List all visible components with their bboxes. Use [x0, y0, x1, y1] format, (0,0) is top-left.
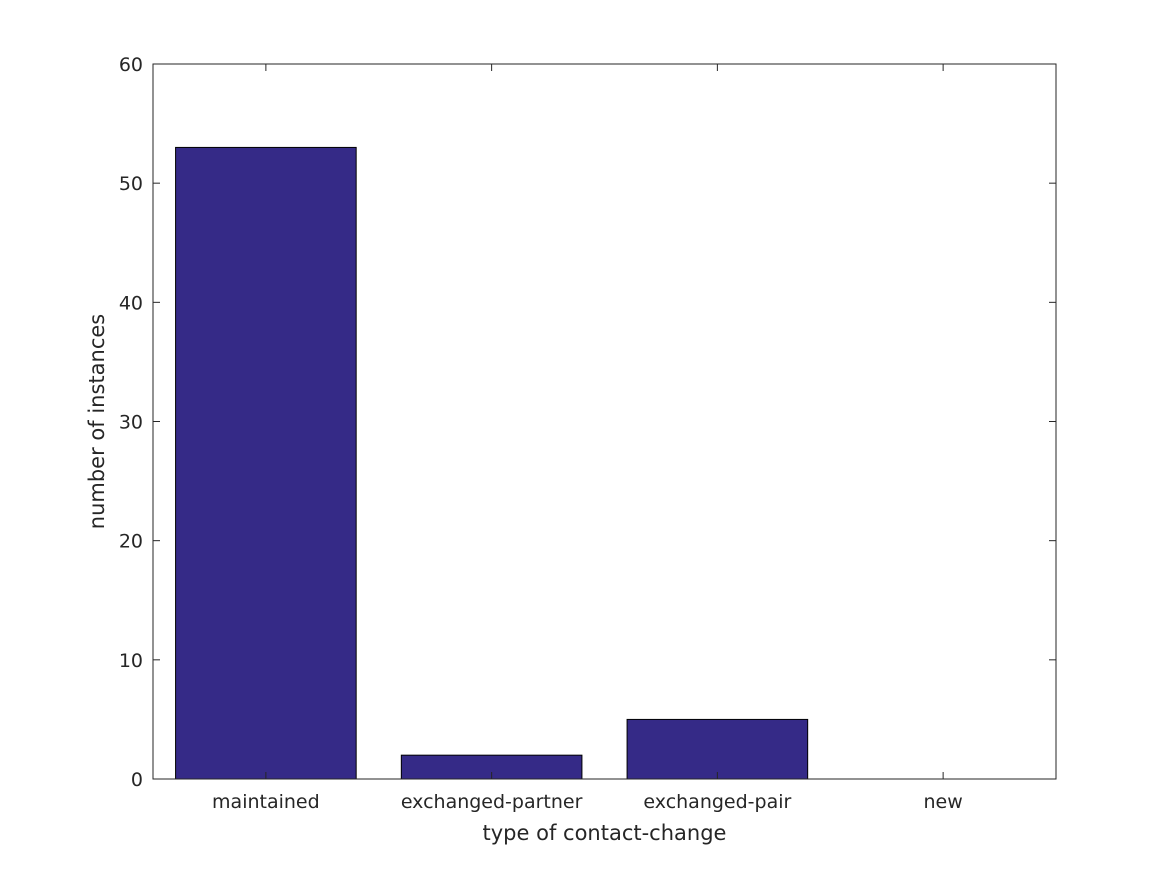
bars-layer: [175, 146, 809, 780]
x-tick-label: new: [923, 791, 962, 813]
y-tick-label: 0: [131, 769, 143, 791]
y-axis-label: number of instances: [85, 314, 109, 529]
y-tick-label: 40: [119, 292, 143, 314]
x-tick-label: exchanged-pair: [643, 791, 791, 813]
y-tick-label: 50: [119, 173, 143, 195]
y-tick-label: 20: [119, 531, 143, 553]
x-axis-label: type of contact-change: [483, 821, 727, 845]
bar-exchanged-pair: [626, 718, 809, 780]
axes-box: [152, 63, 1057, 780]
y-tick-label: 30: [119, 412, 143, 434]
bar-maintained: [175, 146, 357, 780]
x-tick-label: exchanged-partner: [401, 791, 583, 813]
y-tick-labels: 0 10 20 30 40 50 60: [119, 54, 143, 791]
x-tick-labels: maintained exchanged-partner exchanged-pai…: [212, 791, 963, 813]
x-tick-label: maintained: [212, 791, 320, 813]
y-tick-label: 60: [119, 54, 143, 76]
y-tick-label: 10: [119, 650, 143, 672]
